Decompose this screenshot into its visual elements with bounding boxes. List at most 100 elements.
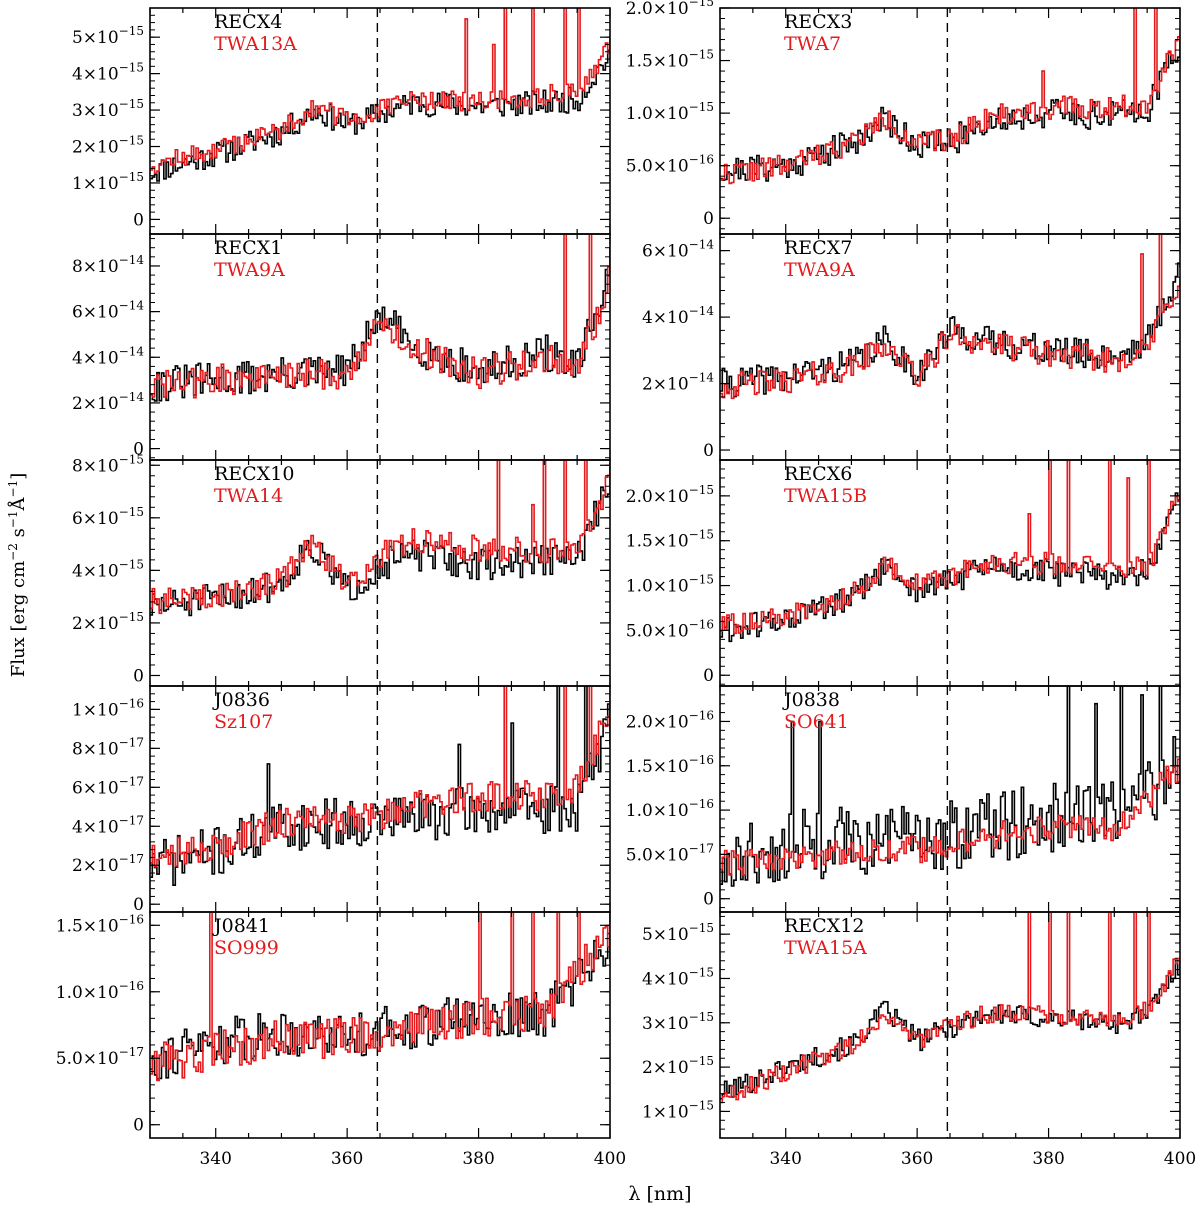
series-line-twa9a bbox=[150, 234, 610, 399]
y-tick-label: 4×10−15 bbox=[642, 965, 714, 989]
legend-label-recx12: RECX12 bbox=[784, 915, 864, 937]
y-tick-label: 5.0×10−17 bbox=[626, 841, 714, 865]
y-tick-label: 2×10−15 bbox=[642, 1054, 714, 1078]
y-tick-label: 1.5×10−15 bbox=[626, 528, 714, 552]
y-tick-label: 4×10−15 bbox=[72, 61, 144, 85]
y-tick-label: 5.0×10−16 bbox=[626, 153, 714, 177]
y-tick-label: 1.0×10−15 bbox=[626, 100, 714, 124]
series-line-twa9a bbox=[720, 234, 1180, 400]
y-tick-label: 1.0×10−15 bbox=[626, 573, 714, 597]
panel-6: 0 5.0×10−16 1.0×10−15 1.5×10−15 2.0×10−15 REC… bbox=[626, 459, 1181, 687]
x-tick-label: 380 bbox=[1032, 1149, 1064, 1169]
legend-label-twa7: TWA7 bbox=[784, 33, 841, 55]
legend-label-recx1: RECX1 bbox=[214, 237, 282, 259]
series-line-twa14 bbox=[150, 460, 610, 615]
y-tick-label: 6×10−14 bbox=[642, 238, 714, 262]
legend-label-twa15b: TWA15B bbox=[784, 485, 867, 507]
y-tick-label: 4×10−15 bbox=[72, 557, 144, 581]
y-tick-label: 4×10−17 bbox=[72, 813, 144, 837]
y-tick-label: 0 bbox=[133, 666, 144, 686]
x-tick-label: 360 bbox=[901, 1149, 933, 1169]
y-tick-label: 1.5×10−16 bbox=[56, 912, 144, 936]
series-line-j0838 bbox=[720, 686, 1180, 887]
y-tick-label: 8×10−15 bbox=[72, 452, 144, 476]
y-tick-label: 0 bbox=[133, 210, 144, 230]
y-tick-label: 1×10−16 bbox=[72, 696, 144, 720]
y-tick-label: 2×10−15 bbox=[72, 134, 144, 158]
legend-label-recx10: RECX10 bbox=[214, 463, 294, 485]
y-tick-label: 2.0×10−16 bbox=[626, 708, 714, 732]
panel-10: 340 360 380 400 1×10−15 2×10−15 3×10−15 4×10−15… bbox=[642, 911, 1196, 1169]
y-tick-label: 6×10−15 bbox=[72, 505, 144, 529]
series-line-recx1 bbox=[150, 248, 610, 402]
y-tick-label: 0 bbox=[703, 209, 714, 229]
series-line-so641 bbox=[720, 758, 1180, 876]
y-tick-label: 2×10−17 bbox=[72, 852, 144, 876]
panel-8: 0 5.0×10−17 1.0×10−16 1.5×10−16 2.0×10−16 J08… bbox=[626, 685, 1181, 913]
y-tick-label: 0 bbox=[133, 1116, 144, 1136]
x-tick-label: 340 bbox=[199, 1149, 231, 1169]
legend-label-so641: SO641 bbox=[784, 711, 849, 733]
x-tick-label: 400 bbox=[594, 1149, 626, 1169]
y-tick-label: 5×10−15 bbox=[72, 24, 144, 48]
legend-label-twa13a: TWA13A bbox=[214, 33, 297, 55]
legend-label-twa15a: TWA15A bbox=[784, 937, 867, 959]
y-tick-label: 8×10−17 bbox=[72, 735, 144, 759]
legend-label-j0836: J0836 bbox=[212, 689, 270, 711]
legend-label-sz107: Sz107 bbox=[214, 711, 273, 733]
x-tick-label: 360 bbox=[331, 1149, 363, 1169]
panel-9: 340 360 380 400 0 5.0×10−17 1.0×10−16 1.5×10−16… bbox=[56, 911, 626, 1169]
y-tick-label: 4×10−14 bbox=[642, 304, 714, 328]
y-tick-label: 0 bbox=[703, 441, 714, 461]
y-tick-label: 2×10−15 bbox=[72, 610, 144, 634]
legend-label-twa9a: TWA9A bbox=[784, 259, 855, 281]
legend-label-recx4: RECX4 bbox=[214, 11, 282, 33]
y-tick-label: 1.5×10−16 bbox=[626, 753, 714, 777]
panel-2: 0 5.0×10−16 1.0×10−15 1.5×10−15 2.0×10−15 REC… bbox=[626, 0, 1181, 235]
x-tick-label: 380 bbox=[462, 1149, 494, 1169]
y-tick-label: 2×10−14 bbox=[72, 390, 144, 414]
y-tick-label: 0 bbox=[703, 666, 714, 686]
legend-label-twa9a: TWA9A bbox=[214, 259, 285, 281]
y-tick-label: 0 bbox=[133, 440, 144, 460]
y-tick-label: 1.5×10−15 bbox=[626, 48, 714, 72]
y-tick-label: 2.0×10−15 bbox=[626, 483, 714, 507]
panel-7: 0 2×10−17 4×10−17 6×10−17 8×10−17 1×10−16 J083… bbox=[72, 685, 611, 915]
y-tick-label: 1.0×10−16 bbox=[56, 979, 144, 1003]
y-tick-label: 2×10−14 bbox=[642, 371, 714, 395]
legend-label-j0838: J0838 bbox=[782, 689, 840, 711]
y-tick-label: 6×10−14 bbox=[72, 299, 144, 323]
series-line-twa7 bbox=[720, 8, 1180, 185]
series-line-recx7 bbox=[720, 262, 1180, 398]
y-axis-label: Flux [erg cm−2 s−1Å−1] bbox=[6, 473, 29, 678]
y-tick-label: 0 bbox=[703, 890, 714, 910]
y-tick-label: 3×10−15 bbox=[642, 1010, 714, 1034]
y-tick-label: 1×10−15 bbox=[642, 1098, 714, 1122]
x-tick-label: 400 bbox=[1164, 1149, 1196, 1169]
y-tick-label: 5.0×10−16 bbox=[626, 617, 714, 641]
series-line-recx3 bbox=[720, 40, 1180, 182]
y-tick-label: 2.0×10−15 bbox=[626, 0, 714, 19]
series-line-twa15b bbox=[720, 460, 1180, 635]
series-line-j0841 bbox=[150, 932, 610, 1080]
series-line-so999 bbox=[150, 912, 610, 1082]
y-tick-label: 8×10−14 bbox=[72, 253, 144, 277]
legend-label-twa14: TWA14 bbox=[214, 485, 283, 507]
legend-label-so999: SO999 bbox=[214, 937, 279, 959]
legend-label-recx3: RECX3 bbox=[784, 11, 852, 33]
legend-label-j0841: J0841 bbox=[212, 915, 270, 937]
y-tick-label: 6×10−17 bbox=[72, 774, 144, 798]
y-tick-label: 5×10−15 bbox=[642, 921, 714, 945]
x-axis-label: λ [nm] bbox=[628, 1183, 691, 1205]
legend-label-recx6: RECX6 bbox=[784, 463, 852, 485]
y-tick-label: 1×10−15 bbox=[72, 170, 144, 194]
y-tick-label: 0 bbox=[133, 895, 144, 915]
series-line-twa13a bbox=[150, 8, 610, 174]
series-line-sz107 bbox=[150, 686, 610, 868]
series-line-recx12 bbox=[720, 957, 1180, 1100]
panel-1: 0 1×10−15 2×10−15 3×10−15 4×10−15 5×10−15 RECX… bbox=[72, 7, 611, 235]
